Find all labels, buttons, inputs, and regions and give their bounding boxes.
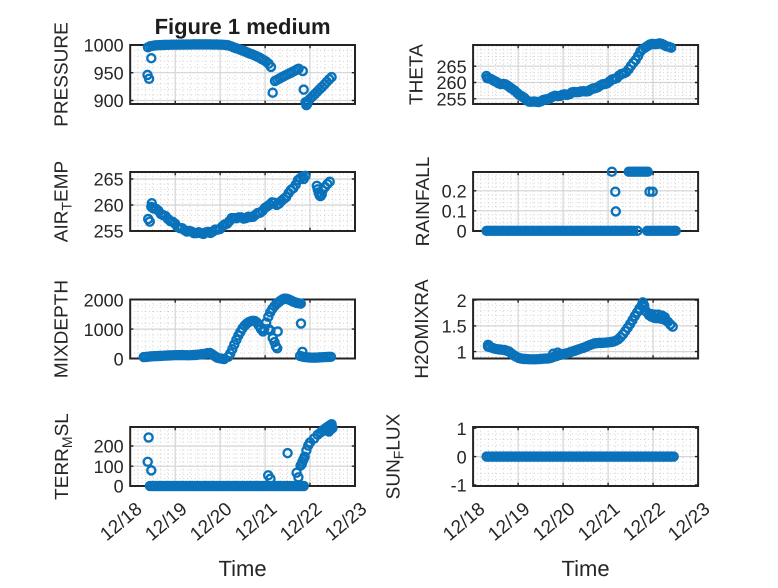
svg-text:0: 0	[457, 447, 467, 467]
svg-text:-1: -1	[451, 476, 467, 496]
svg-text:260: 260	[437, 73, 467, 93]
svg-text:265: 265	[437, 57, 467, 77]
svg-text:SUNFLUX: SUNFLUX	[384, 413, 407, 499]
svg-text:2: 2	[457, 291, 467, 311]
svg-text:1000: 1000	[84, 320, 124, 340]
svg-text:RAINFALL: RAINFALL	[413, 157, 434, 247]
svg-text:AIRTEMP: AIRTEMP	[52, 161, 75, 242]
svg-text:Figure 1 medium: Figure 1 medium	[155, 14, 331, 39]
svg-text:Time: Time	[219, 556, 267, 581]
svg-text:1000: 1000	[84, 36, 124, 56]
svg-text:0: 0	[114, 477, 124, 497]
svg-text:0: 0	[114, 349, 124, 369]
svg-text:950: 950	[94, 63, 124, 83]
svg-text:THETA: THETA	[407, 44, 428, 105]
svg-text:0.1: 0.1	[442, 202, 467, 222]
svg-text:2000: 2000	[84, 290, 124, 310]
svg-text:900: 900	[94, 91, 124, 111]
svg-text:TERRMSL: TERRMSL	[52, 413, 75, 500]
svg-text:PRESSURE: PRESSURE	[52, 22, 73, 127]
svg-text:255: 255	[437, 90, 467, 110]
svg-text:H2OMIXRA: H2OMIXRA	[412, 279, 433, 379]
svg-text:260: 260	[94, 196, 124, 216]
svg-text:MIXDEPTH: MIXDEPTH	[52, 280, 73, 378]
svg-text:255: 255	[94, 222, 124, 242]
svg-text:100: 100	[94, 457, 124, 477]
svg-text:1.5: 1.5	[442, 317, 467, 337]
svg-text:0: 0	[457, 222, 467, 242]
svg-text:1: 1	[457, 342, 467, 362]
svg-text:1: 1	[457, 419, 467, 439]
svg-text:0.2: 0.2	[442, 182, 467, 202]
svg-text:200: 200	[94, 437, 124, 457]
svg-text:Time: Time	[562, 556, 610, 581]
svg-text:265: 265	[94, 170, 124, 190]
